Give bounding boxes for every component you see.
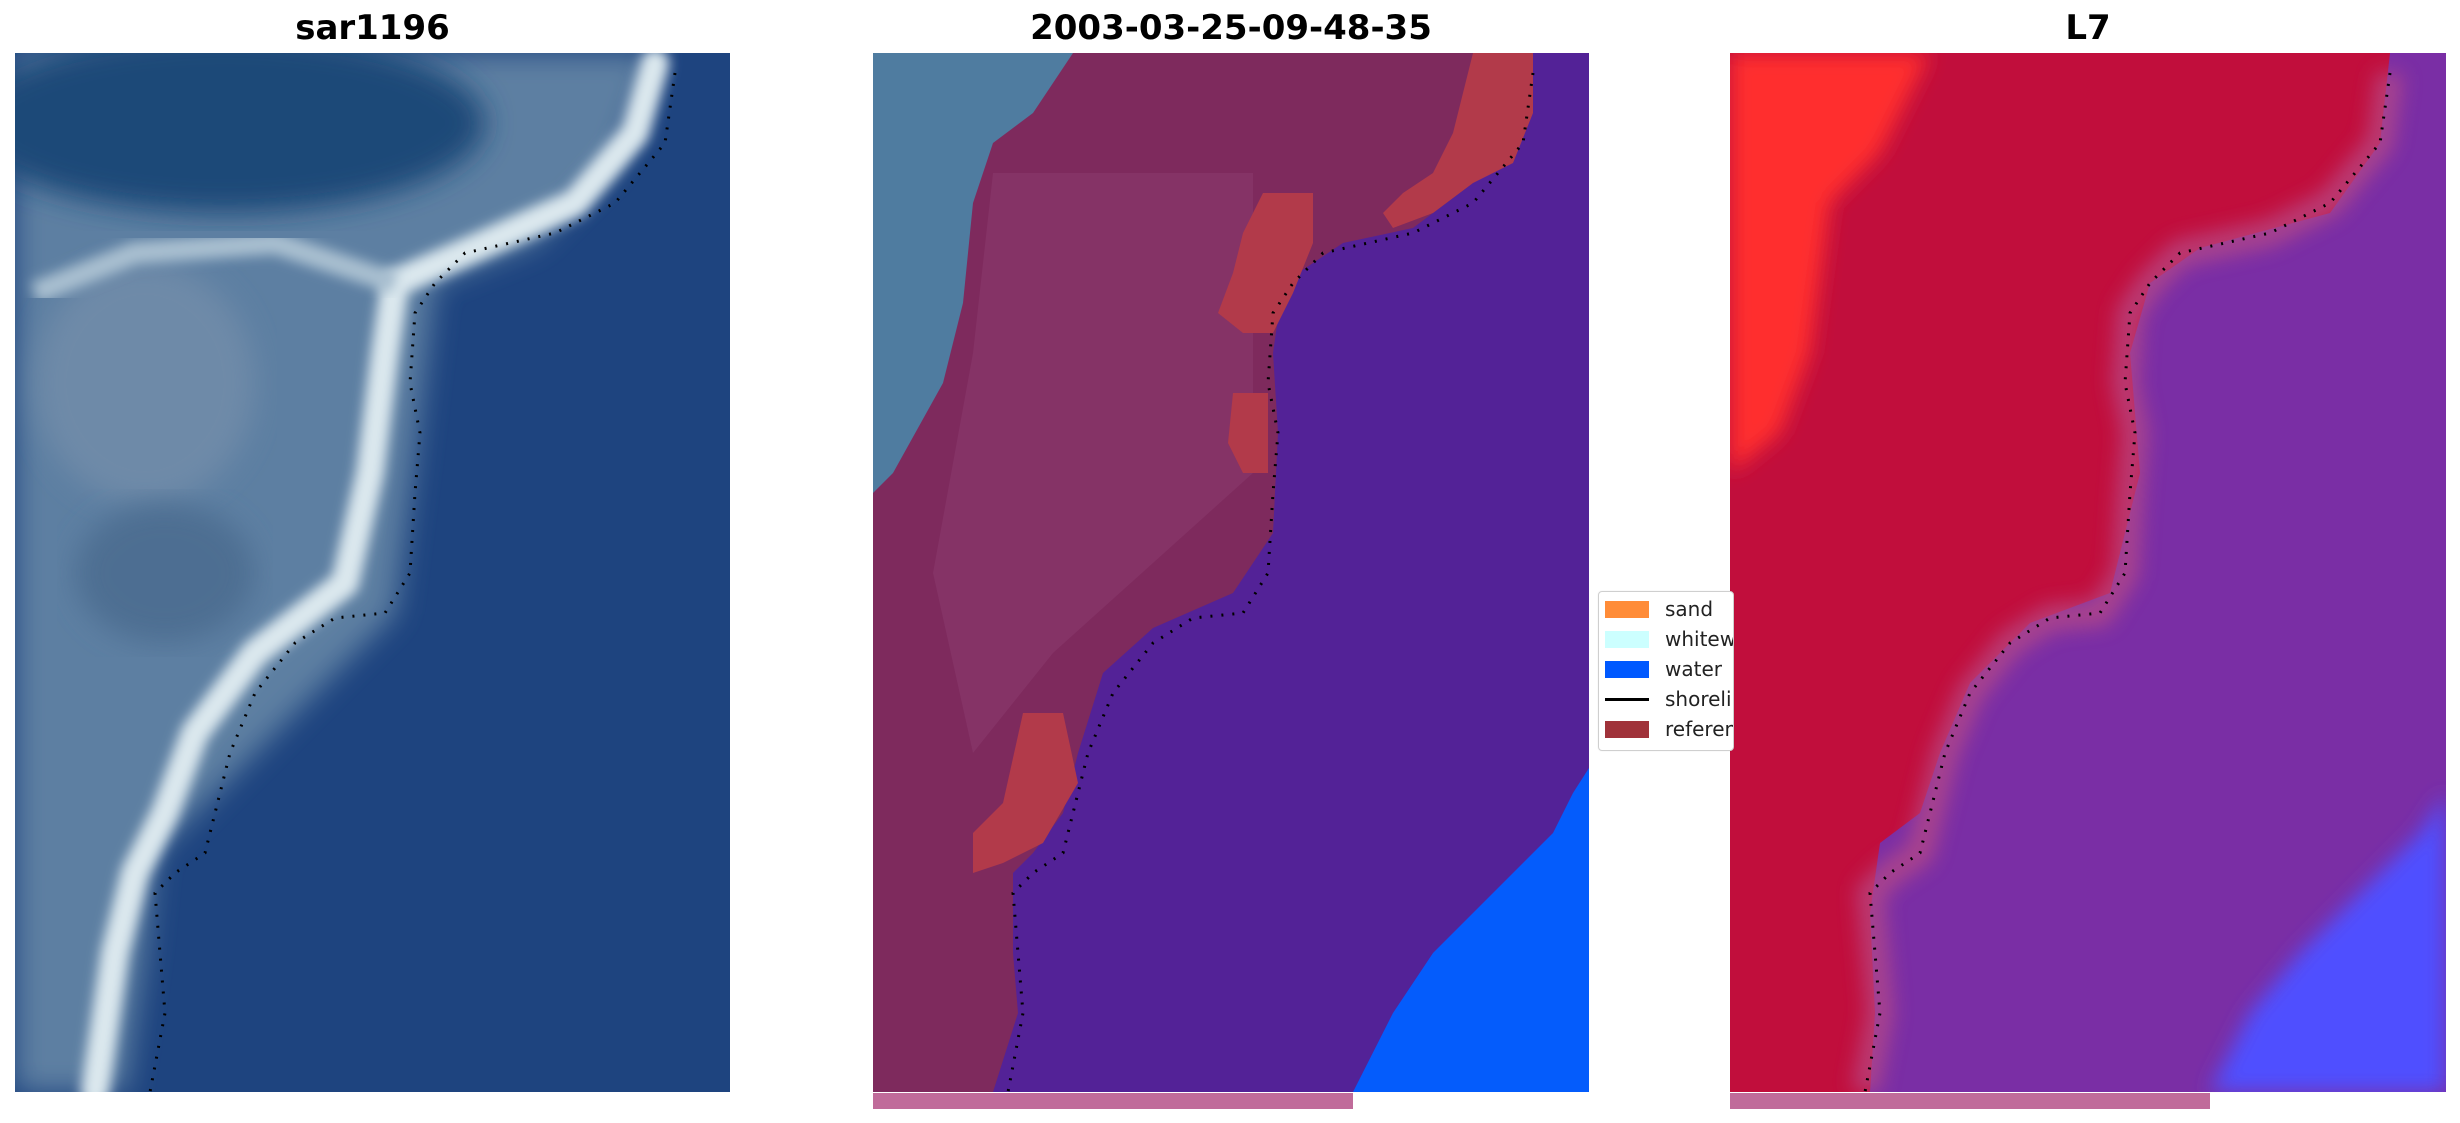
- probability-panel: [1730, 53, 2446, 1092]
- classification-image: [873, 53, 1589, 1092]
- panel-title-classification: 2003-03-25-09-48-35: [1030, 8, 1432, 48]
- progress-bar-probability: [1730, 1093, 2446, 1109]
- progress-bar-classification: [873, 1093, 1589, 1109]
- panel-title-rgb: sar1196: [295, 8, 450, 48]
- legend-item-shoreline: shoreline: [1599, 684, 1733, 714]
- legend-label: reference shoreline: [1665, 717, 1733, 741]
- legend-item-water: water: [1599, 654, 1722, 684]
- rgb-image-panel: [15, 53, 730, 1092]
- legend-item-sand: sand: [1599, 594, 1713, 624]
- legend-item-reference: reference shoreline: [1599, 714, 1733, 744]
- legend-swatch-water: [1605, 660, 1649, 678]
- legend-swatch-whitewater: [1605, 630, 1649, 648]
- classification-panel: [873, 53, 1589, 1092]
- rgb-image: [15, 53, 730, 1092]
- panel-title-probability: L7: [2065, 8, 2111, 48]
- legend-swatch-sand: [1605, 600, 1649, 618]
- progress-fill: [1730, 1093, 2210, 1109]
- progress-fill: [873, 1093, 1353, 1109]
- legend-label: shoreline: [1665, 687, 1733, 711]
- legend-swatch-reference: [1605, 720, 1649, 738]
- probability-image: [1730, 53, 2446, 1092]
- legend-line-shoreline: [1605, 697, 1649, 701]
- legend-label: water: [1665, 657, 1722, 681]
- legend-label: sand: [1665, 597, 1714, 621]
